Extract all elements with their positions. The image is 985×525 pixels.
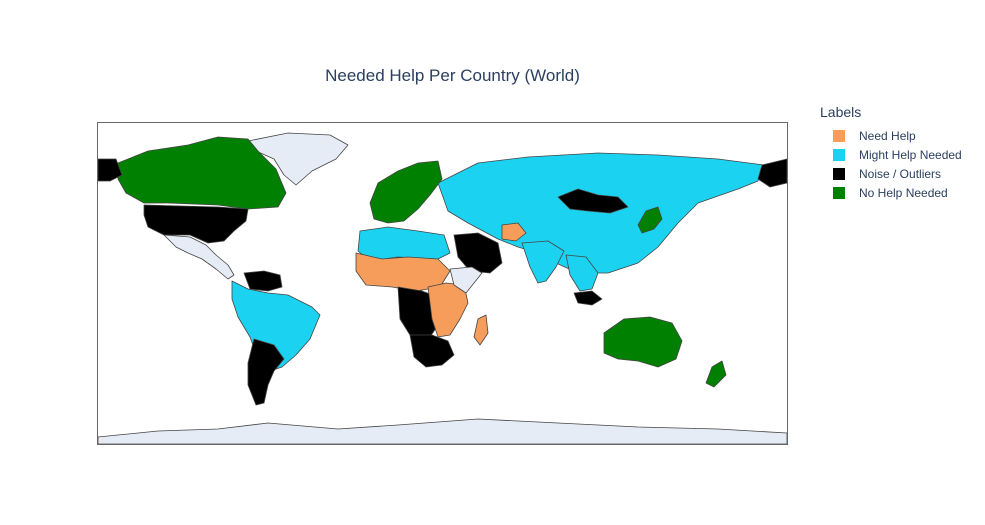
region-australia[interactable] [603, 316, 683, 368]
region-indonesia[interactable] [573, 290, 603, 306]
map-title: Needed Help Per Country (World) [325, 66, 580, 85]
region-canada[interactable] [117, 136, 287, 210]
legend-label: Might Help Needed [859, 147, 962, 162]
region-europe[interactable] [369, 160, 443, 224]
legend-item-need-help[interactable]: Need Help [820, 126, 962, 145]
region-southern-africa[interactable] [409, 334, 455, 368]
region-saudi-arabia[interactable] [453, 232, 503, 274]
region-se-asia[interactable] [565, 254, 599, 292]
region-afghanistan[interactable] [501, 222, 527, 242]
region-argentina[interactable] [247, 338, 285, 406]
region-new-zealand[interactable] [705, 360, 727, 388]
region-japan[interactable] [637, 206, 663, 234]
legend-label: No Help Needed [859, 185, 948, 200]
region-mexico[interactable] [163, 234, 235, 280]
region-horn-africa[interactable] [449, 266, 483, 294]
region-alaska[interactable] [98, 158, 123, 182]
region-mongolia[interactable] [557, 188, 629, 214]
legend-swatch [833, 148, 845, 161]
legend-swatch [833, 167, 845, 180]
legend-label: Noise / Outliers [859, 166, 942, 181]
region-antarctica[interactable] [98, 418, 787, 444]
world-map[interactable] [97, 122, 788, 445]
region-united-states[interactable] [143, 204, 249, 244]
region-india[interactable] [521, 240, 565, 284]
legend-swatch [833, 129, 845, 142]
region-venezuela[interactable] [243, 270, 283, 292]
region-far-east[interactable] [757, 158, 787, 188]
legend-item-might-help-needed[interactable]: Might Help Needed [820, 145, 962, 164]
region-east-africa[interactable] [427, 282, 469, 338]
region-madagascar[interactable] [473, 314, 489, 346]
legend-item-no-help-needed[interactable]: No Help Needed [820, 183, 962, 202]
legend-item-noise-outliers[interactable]: Noise / Outliers [820, 164, 962, 183]
legend-swatch [833, 186, 845, 199]
legend-title: Labels [820, 104, 862, 120]
legend: Labels Need Help Might Help Needed Noise… [820, 104, 962, 202]
region-north-africa[interactable] [357, 226, 451, 262]
region-greenland[interactable] [247, 132, 349, 186]
map-svg [98, 132, 787, 444]
region-south-america[interactable] [231, 280, 321, 372]
legend-label: Need Help [859, 128, 916, 143]
region-russia-asia[interactable] [437, 152, 765, 274]
